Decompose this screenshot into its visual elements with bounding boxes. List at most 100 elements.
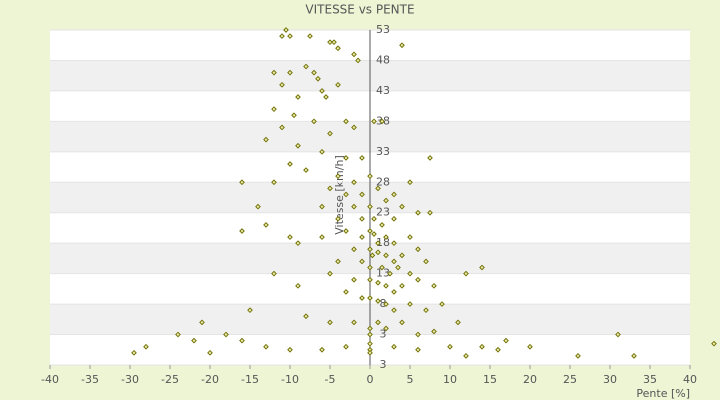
- point: [415, 246, 421, 253]
- point: [383, 197, 389, 204]
- point: [323, 94, 329, 100]
- point: [391, 215, 397, 222]
- x-tick-label: -20: [201, 373, 219, 386]
- x-tick-label: 25: [563, 373, 577, 386]
- point: [335, 215, 341, 222]
- point: [351, 51, 357, 58]
- point: [271, 106, 277, 113]
- x-tick-label: 10: [443, 373, 457, 386]
- point: [343, 191, 349, 198]
- point: [291, 112, 297, 119]
- point: [439, 301, 445, 307]
- y-tick-label: 18: [376, 236, 390, 249]
- point: [223, 331, 229, 338]
- point: [399, 42, 405, 49]
- point: [315, 75, 321, 82]
- point: [283, 27, 289, 33]
- point: [383, 325, 389, 332]
- point: [367, 340, 373, 347]
- point: [367, 276, 373, 283]
- point: [479, 264, 485, 271]
- point: [343, 228, 349, 234]
- y-tick-label: 28: [376, 175, 390, 188]
- point: [407, 301, 413, 307]
- point: [447, 343, 453, 350]
- point: [287, 33, 293, 39]
- point: [399, 282, 405, 289]
- x-tick-label: 30: [603, 373, 617, 386]
- y-tick-label: 53: [376, 23, 390, 36]
- point: [463, 270, 469, 277]
- point: [375, 249, 381, 256]
- point: [319, 234, 325, 240]
- point: [263, 222, 269, 228]
- point: [271, 179, 277, 186]
- point: [303, 167, 309, 173]
- x-tick-label: -35: [81, 373, 99, 386]
- point: [399, 319, 405, 326]
- point: [327, 39, 333, 46]
- point: [343, 343, 349, 350]
- point: [351, 124, 357, 131]
- point: [295, 142, 301, 149]
- point: [463, 353, 469, 359]
- point: [383, 301, 389, 307]
- point: [391, 258, 397, 265]
- point: [369, 252, 376, 259]
- x-tick-label: 40: [683, 373, 697, 386]
- point: [407, 270, 413, 277]
- point: [239, 179, 245, 186]
- y-tick-label: 23: [376, 206, 390, 219]
- point: [383, 234, 389, 240]
- point: [395, 264, 401, 271]
- point: [379, 118, 385, 125]
- point: [367, 246, 373, 253]
- point: [367, 173, 373, 180]
- point: [199, 319, 205, 326]
- x-axis-label: Pente [%]: [636, 387, 690, 400]
- point: [367, 203, 373, 210]
- point: [279, 81, 285, 88]
- y-tick-label: 43: [376, 84, 390, 97]
- point: [359, 215, 365, 222]
- point: [307, 33, 313, 39]
- point: [415, 209, 421, 216]
- x-tick-label: -5: [325, 373, 336, 386]
- point: [311, 118, 317, 125]
- point: [311, 69, 317, 76]
- point: [367, 295, 373, 301]
- y-tick-label: 8: [380, 297, 387, 310]
- point: [247, 307, 253, 314]
- point: [355, 57, 361, 64]
- point: [479, 343, 485, 350]
- point: [527, 343, 533, 350]
- point: [255, 203, 261, 210]
- point: [367, 349, 373, 356]
- point: [711, 340, 717, 347]
- point: [359, 191, 365, 198]
- point: [131, 349, 137, 356]
- point: [263, 136, 269, 143]
- point: [319, 148, 325, 155]
- point: [351, 203, 357, 210]
- x-tick-label: -25: [161, 373, 179, 386]
- y-tick-label: 13: [376, 267, 390, 280]
- point: [295, 282, 301, 289]
- point: [335, 173, 341, 180]
- point: [295, 240, 301, 247]
- point: [383, 252, 389, 259]
- point: [391, 307, 397, 314]
- point: [399, 203, 405, 210]
- point: [239, 337, 245, 344]
- point: [631, 353, 637, 359]
- point: [359, 295, 365, 301]
- point: [427, 155, 433, 161]
- point: [615, 331, 621, 338]
- point: [375, 240, 381, 247]
- point: [407, 234, 413, 240]
- point: [371, 215, 377, 222]
- point: [319, 203, 325, 210]
- point: [359, 258, 365, 265]
- point: [375, 279, 381, 286]
- point: [375, 185, 381, 192]
